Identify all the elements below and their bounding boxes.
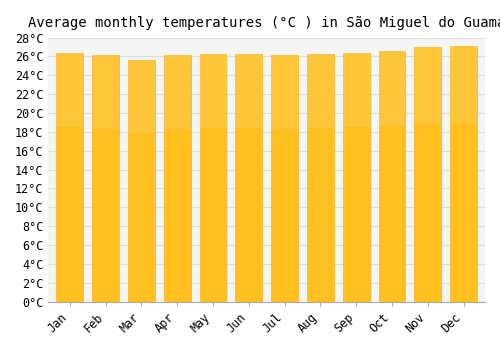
Bar — [236, 54, 262, 302]
Bar — [342, 53, 369, 302]
Bar — [200, 54, 226, 302]
Bar — [307, 54, 334, 128]
Bar — [378, 51, 406, 126]
Bar — [236, 54, 262, 128]
Bar — [307, 54, 334, 302]
Title: Average monthly temperatures (°C ) in São Miguel do Guamá: Average monthly temperatures (°C ) in Sã… — [28, 15, 500, 29]
Bar — [378, 51, 406, 302]
Bar — [128, 60, 155, 133]
Bar — [200, 54, 226, 128]
Bar — [56, 53, 84, 302]
Bar — [56, 53, 84, 127]
Bar — [164, 55, 190, 129]
Bar — [271, 55, 298, 302]
Bar — [414, 47, 441, 302]
Bar — [92, 55, 119, 302]
Bar — [450, 46, 477, 302]
Bar — [92, 55, 119, 129]
Bar — [271, 55, 298, 129]
Bar — [414, 47, 441, 124]
Bar — [450, 46, 477, 123]
Bar — [164, 55, 190, 302]
Bar — [342, 53, 369, 127]
Bar — [128, 60, 155, 302]
